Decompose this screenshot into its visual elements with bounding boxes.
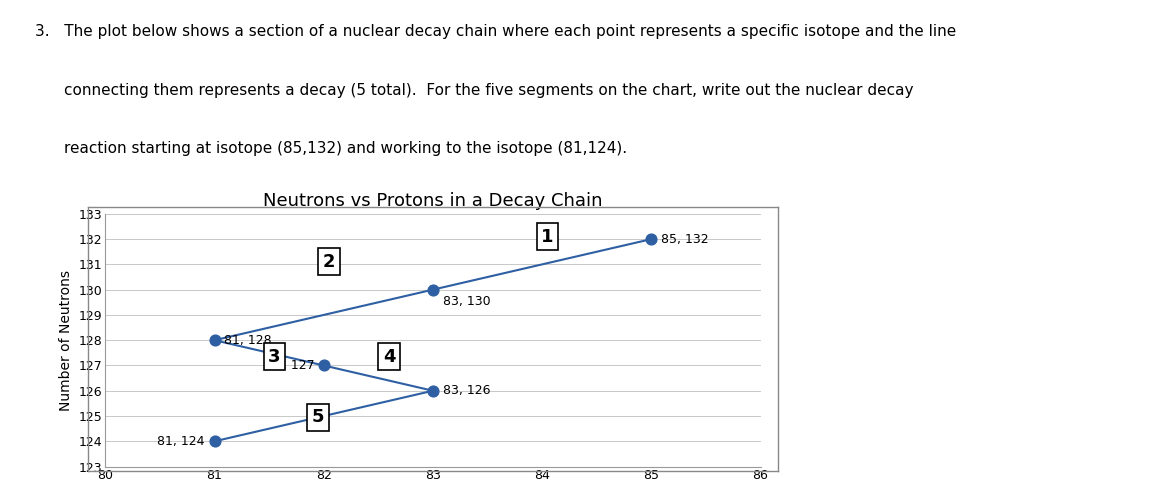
Text: 4: 4 (383, 347, 395, 365)
Text: 85, 132: 85, 132 (661, 233, 709, 245)
Point (205, 437, 223, 445)
Text: 3: 3 (268, 347, 281, 365)
Text: reaction starting at isotope (85,132) and working to the isotope (81,124).: reaction starting at isotope (85,132) an… (64, 141, 627, 156)
Point (315, 362, 333, 369)
Text: connecting them represents a decay (5 total).  For the five segments on the char: connecting them represents a decay (5 to… (64, 83, 914, 98)
Point (642, 235, 661, 243)
Text: 2: 2 (323, 253, 336, 271)
Text: 1: 1 (542, 227, 553, 245)
Text: 5: 5 (312, 408, 324, 426)
Y-axis label: Number of Neutrons: Number of Neutrons (60, 270, 74, 411)
Text: 83, 130: 83, 130 (442, 295, 490, 308)
Point (205, 336, 223, 344)
Text: 83, 126: 83, 126 (442, 384, 490, 397)
Text: 81, 128: 81, 128 (225, 334, 271, 347)
Text: 81, 124: 81, 124 (157, 435, 205, 448)
Text: 3.   The plot below shows a section of a nuclear decay chain where each point re: 3. The plot below shows a section of a n… (35, 24, 956, 39)
Point (424, 387, 442, 395)
Title: Neutrons vs Protons in a Decay Chain: Neutrons vs Protons in a Decay Chain (263, 191, 603, 209)
Point (424, 286, 442, 294)
Text: 82, 127: 82, 127 (267, 359, 315, 372)
